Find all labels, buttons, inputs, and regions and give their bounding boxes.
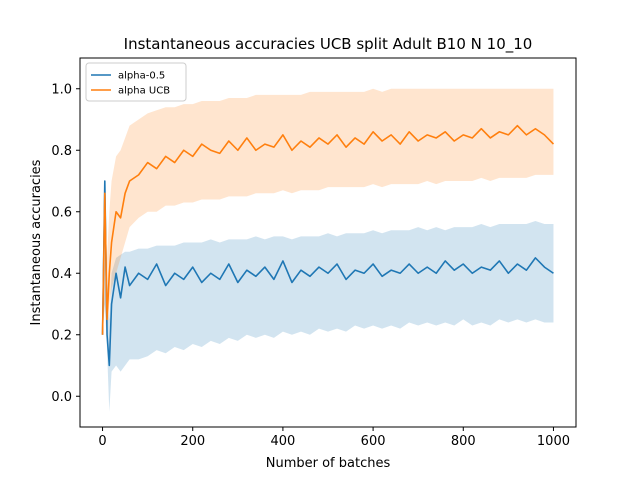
plot-frame bbox=[79, 57, 577, 428]
x-axis-ticks: 0 200 400 600 800 1000 bbox=[98, 427, 570, 449]
x-tick-label: 1000 bbox=[537, 434, 570, 449]
y-tick-label: 0.8 bbox=[51, 144, 72, 159]
x-axis-label: Number of batches bbox=[266, 456, 391, 471]
chart-title: Instantaneous accuracies UCB split Adult… bbox=[124, 35, 533, 54]
y-axis-ticks: 0.0 0.2 0.4 0.6 0.8 1.0 bbox=[51, 82, 80, 405]
y-tick-label: 0.0 bbox=[51, 390, 72, 405]
confidence-band-0 bbox=[102, 181, 554, 412]
y-tick-label: 0.4 bbox=[51, 267, 72, 282]
series-line-1 bbox=[101, 124, 555, 335]
x-tick-label: 200 bbox=[180, 434, 205, 449]
y-tick-label: 1.0 bbox=[51, 82, 72, 97]
x-tick-label: 800 bbox=[451, 434, 476, 449]
y-tick-label: 0.2 bbox=[51, 328, 72, 343]
legend-box bbox=[85, 62, 187, 102]
x-tick-label: 0 bbox=[98, 434, 106, 449]
series-line-0 bbox=[101, 180, 554, 367]
series-lines bbox=[101, 124, 555, 367]
legend-label: alpha UCB bbox=[118, 86, 170, 97]
x-tick-label: 400 bbox=[270, 434, 295, 449]
x-tick-label: 600 bbox=[361, 434, 386, 449]
legend: alpha-0.5 alpha UCB bbox=[85, 62, 187, 102]
confidence-bands bbox=[102, 88, 554, 412]
confidence-band-1 bbox=[102, 88, 554, 335]
y-tick-label: 0.6 bbox=[51, 205, 72, 220]
legend-label: alpha-0.5 bbox=[118, 71, 165, 82]
y-axis-label: Instantaneous accuracies bbox=[29, 159, 44, 325]
